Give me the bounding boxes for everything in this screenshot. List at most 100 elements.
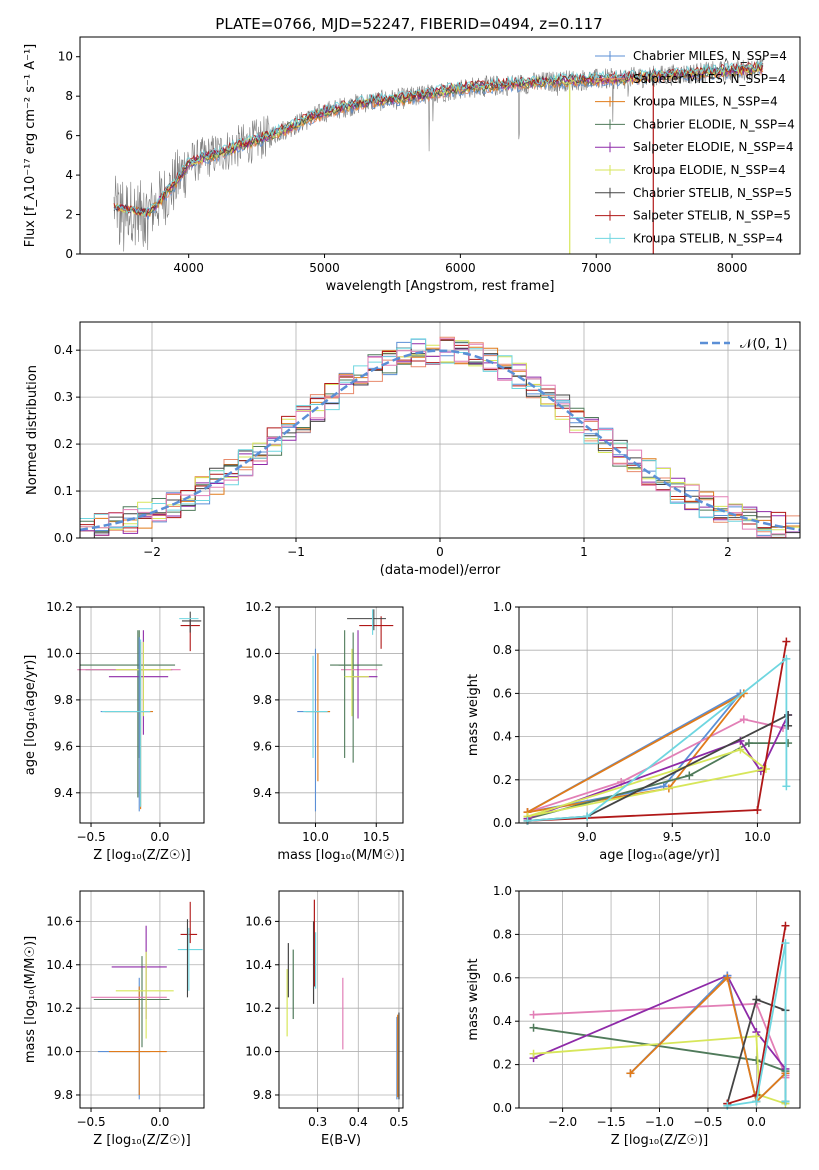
weight-line <box>527 718 784 814</box>
y-tick-label: 10.0 <box>245 1045 272 1059</box>
x-tick-label: 9.5 <box>663 830 682 844</box>
y-tick-label: 0.1 <box>54 484 73 498</box>
y-tick-label: 0.0 <box>54 531 73 545</box>
weight-line <box>527 748 769 818</box>
y-tick-label: 10.2 <box>46 1001 73 1015</box>
x-axis-label: (data-model)/error <box>380 563 501 578</box>
weight_vs_Z-plot <box>529 921 790 1110</box>
crosshair <box>100 637 151 812</box>
x-tick-label: 0.0 <box>150 1115 169 1129</box>
crosshair <box>338 630 360 758</box>
x-tick-label: 8000 <box>717 261 748 275</box>
crosshair <box>102 639 151 807</box>
y-tick-label: 10.0 <box>46 646 73 660</box>
weight-marker <box>784 721 793 730</box>
crosshair <box>108 630 169 735</box>
axes-frame <box>518 606 801 824</box>
weight-marker <box>761 765 770 773</box>
weight-line <box>527 656 788 822</box>
legend-label: Chabrier STELIB, N_SSP=5 <box>633 186 792 200</box>
x-tick-label: 1 <box>580 545 588 559</box>
legend-label: Salpeter STELIB, N_SSP=5 <box>633 209 791 223</box>
weight-marker <box>782 637 791 646</box>
crosshair <box>93 956 170 1048</box>
age_vs_Z-plot <box>77 611 202 812</box>
weight-marker <box>529 1023 538 1032</box>
weight-marker <box>626 1069 635 1078</box>
x-tick-label: −2.0 <box>548 1115 577 1129</box>
x-axis-label: age [log₁₀(age/yr)] <box>599 848 720 863</box>
y-tick-label: 0.6 <box>493 686 512 700</box>
y-tick-label: 10.2 <box>46 600 73 614</box>
y-tick-label: 8 <box>65 89 73 103</box>
crosshair <box>344 648 369 717</box>
legend-label: Chabrier ELODIE, N_SSP=4 <box>633 117 795 131</box>
y-tick-label: 10.6 <box>245 914 272 928</box>
x-tick-label: −1 <box>287 545 305 559</box>
axes-frame <box>79 890 205 1109</box>
legend: Chabrier MILES, N_SSP=4 Salpeter MILES, N… <box>595 49 795 245</box>
x-tick-label: −1.0 <box>645 1115 674 1129</box>
weight_vs_age-plot <box>523 637 793 825</box>
weight-line <box>527 714 789 820</box>
spectrum-axes <box>113 58 764 254</box>
axes-frame <box>278 606 404 824</box>
y-tick-label: 9.6 <box>253 739 272 753</box>
y-tick-label: 10.0 <box>245 646 272 660</box>
y-tick-label: 0.0 <box>493 1101 512 1115</box>
x-tick-label: 10.0 <box>744 830 771 844</box>
weight-marker <box>752 1097 761 1106</box>
x-tick-label: −1.5 <box>596 1115 625 1129</box>
weight-marker <box>736 745 745 754</box>
mass_vs_ebv-axes <box>279 891 403 1108</box>
weight-marker <box>685 771 694 780</box>
crosshair <box>181 611 202 633</box>
crosshair <box>330 632 383 763</box>
x-tick-label: 0.4 <box>349 1115 368 1129</box>
normal-curve <box>79 349 801 532</box>
weight-line <box>527 641 788 822</box>
crosshair <box>115 641 171 717</box>
axes-frame <box>79 36 801 255</box>
x-tick-label: 10.0 <box>302 830 329 844</box>
weight-marker <box>752 1056 761 1065</box>
legend-label: Kroupa MILES, N_SSP=4 <box>633 95 778 109</box>
weight-marker <box>752 1032 761 1041</box>
weight_vs_age-axes <box>519 606 800 825</box>
y-tick-label: 10.4 <box>245 958 272 972</box>
legend-label: Chabrier MILES, N_SSP=4 <box>633 49 787 63</box>
x-tick-label: 2 <box>724 545 732 559</box>
y-tick-label: 0 <box>65 247 73 261</box>
mass_vs_ebv-plot <box>286 899 400 1100</box>
x-axis-label: wavelength [Angstrom, rest frame] <box>326 279 555 294</box>
y-tick-label: 9.8 <box>253 1088 272 1102</box>
crosshair <box>305 653 331 782</box>
x-tick-label: −0.5 <box>693 1115 722 1129</box>
legend-label: Salpeter ELODIE, N_SSP=4 <box>633 140 794 154</box>
y-tick-label: 0.3 <box>54 390 73 404</box>
y-tick-label: 10.2 <box>245 1001 272 1015</box>
x-tick-label: −2 <box>143 545 161 559</box>
crosshair <box>85 630 173 798</box>
spectrum-plot <box>113 58 764 254</box>
model-line <box>113 59 764 217</box>
crosshair <box>303 655 328 758</box>
crosshair <box>350 630 378 719</box>
mass_vs_Z-plot <box>91 901 203 1100</box>
weight_vs_Z-axes <box>519 890 800 1110</box>
x-tick-label: 0.5 <box>389 1115 408 1129</box>
x-tick-label: 0.0 <box>747 1115 766 1129</box>
x-tick-label: 6000 <box>445 261 476 275</box>
x-tick-label: 5000 <box>309 261 340 275</box>
weight-line <box>629 976 787 1104</box>
legend-label: Kroupa ELODIE, N_SSP=4 <box>633 163 786 177</box>
y-tick-label: 0.4 <box>493 1014 512 1028</box>
y-tick-label: 9.8 <box>253 693 272 707</box>
weight-marker <box>523 816 532 825</box>
y-tick-label: 0.6 <box>493 971 512 985</box>
age_vs_mass-axes <box>279 606 403 823</box>
y-tick-label: 10.0 <box>46 1045 73 1059</box>
axes-frame <box>278 890 404 1109</box>
x-axis-label: Z [log₁₀(Z/Z☉)] <box>93 1133 190 1148</box>
